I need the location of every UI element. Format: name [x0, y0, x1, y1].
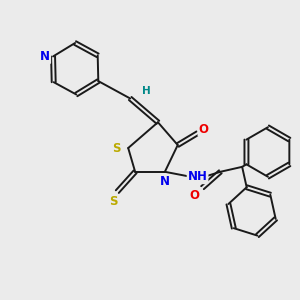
Text: S: S: [112, 142, 121, 154]
Text: O: O: [190, 189, 200, 202]
Text: N: N: [160, 175, 170, 188]
Text: H: H: [142, 85, 150, 96]
Text: O: O: [199, 123, 208, 136]
Text: S: S: [109, 195, 118, 208]
Text: NH: NH: [188, 170, 208, 183]
Text: N: N: [40, 50, 50, 63]
